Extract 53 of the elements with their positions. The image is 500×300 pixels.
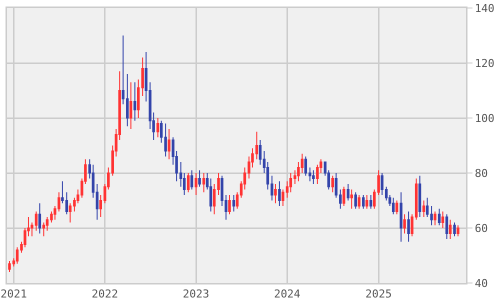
- candlestick: [228, 194, 231, 215]
- y-tick-label: 80: [474, 166, 488, 180]
- candlestick: [186, 172, 190, 193]
- y-tick-label: 40: [474, 276, 488, 290]
- candlestick: [202, 172, 206, 193]
- candlestick: [448, 219, 452, 240]
- candlestick: [168, 128, 170, 160]
- candlestick: [456, 224, 460, 237]
- candlestick: [422, 200, 426, 218]
- candlestick: [418, 175, 422, 218]
- candlestick: [164, 123, 167, 157]
- candlestick: [441, 211, 444, 228]
- candlestick: [395, 200, 398, 215]
- candlestick: [38, 202, 42, 234]
- y-tick-label: 140: [474, 2, 495, 15]
- candlestick: [438, 208, 441, 226]
- candlestick: [312, 170, 315, 184]
- candlestick: [346, 184, 350, 201]
- candlestick: [362, 194, 365, 210]
- x-tick-label: 2023: [182, 288, 210, 300]
- y-tick-label: 120: [474, 56, 495, 70]
- candlestick: [358, 194, 360, 210]
- candlestick: [350, 189, 353, 210]
- y-tick-label: 60: [474, 222, 488, 235]
- candlestick: [445, 214, 448, 240]
- candlestick: [194, 172, 198, 196]
- candlestick: [156, 118, 160, 138]
- candlestick: [354, 192, 357, 210]
- candlestick: [130, 82, 132, 130]
- candlestick: [331, 175, 334, 193]
- x-tick-label: 2024: [274, 288, 301, 300]
- candlestick: [278, 180, 281, 206]
- x-tick-label: 2021: [0, 288, 27, 300]
- candlestick: [134, 82, 136, 122]
- candlestick: [198, 170, 201, 188]
- candlestick: [274, 184, 277, 204]
- x-tick-label: 2022: [92, 288, 118, 300]
- x-tick-label: 2025: [365, 288, 392, 300]
- candlestick: [434, 211, 436, 226]
- candlestick: [342, 186, 346, 206]
- candlestick: [8, 260, 11, 272]
- y-tick-label: 100: [474, 112, 495, 125]
- candlestick: [190, 170, 194, 190]
- candlestick: [137, 79, 140, 118]
- candlestick: [403, 214, 406, 234]
- candlestick: [232, 194, 236, 212]
- candlestick: [370, 194, 372, 210]
- candlestick: [400, 192, 402, 242]
- candlestick: [141, 57, 144, 96]
- candlestick: [453, 222, 456, 237]
- candlestick: [366, 194, 368, 210]
- candlestick: [392, 197, 395, 215]
- candlestick: [407, 211, 410, 242]
